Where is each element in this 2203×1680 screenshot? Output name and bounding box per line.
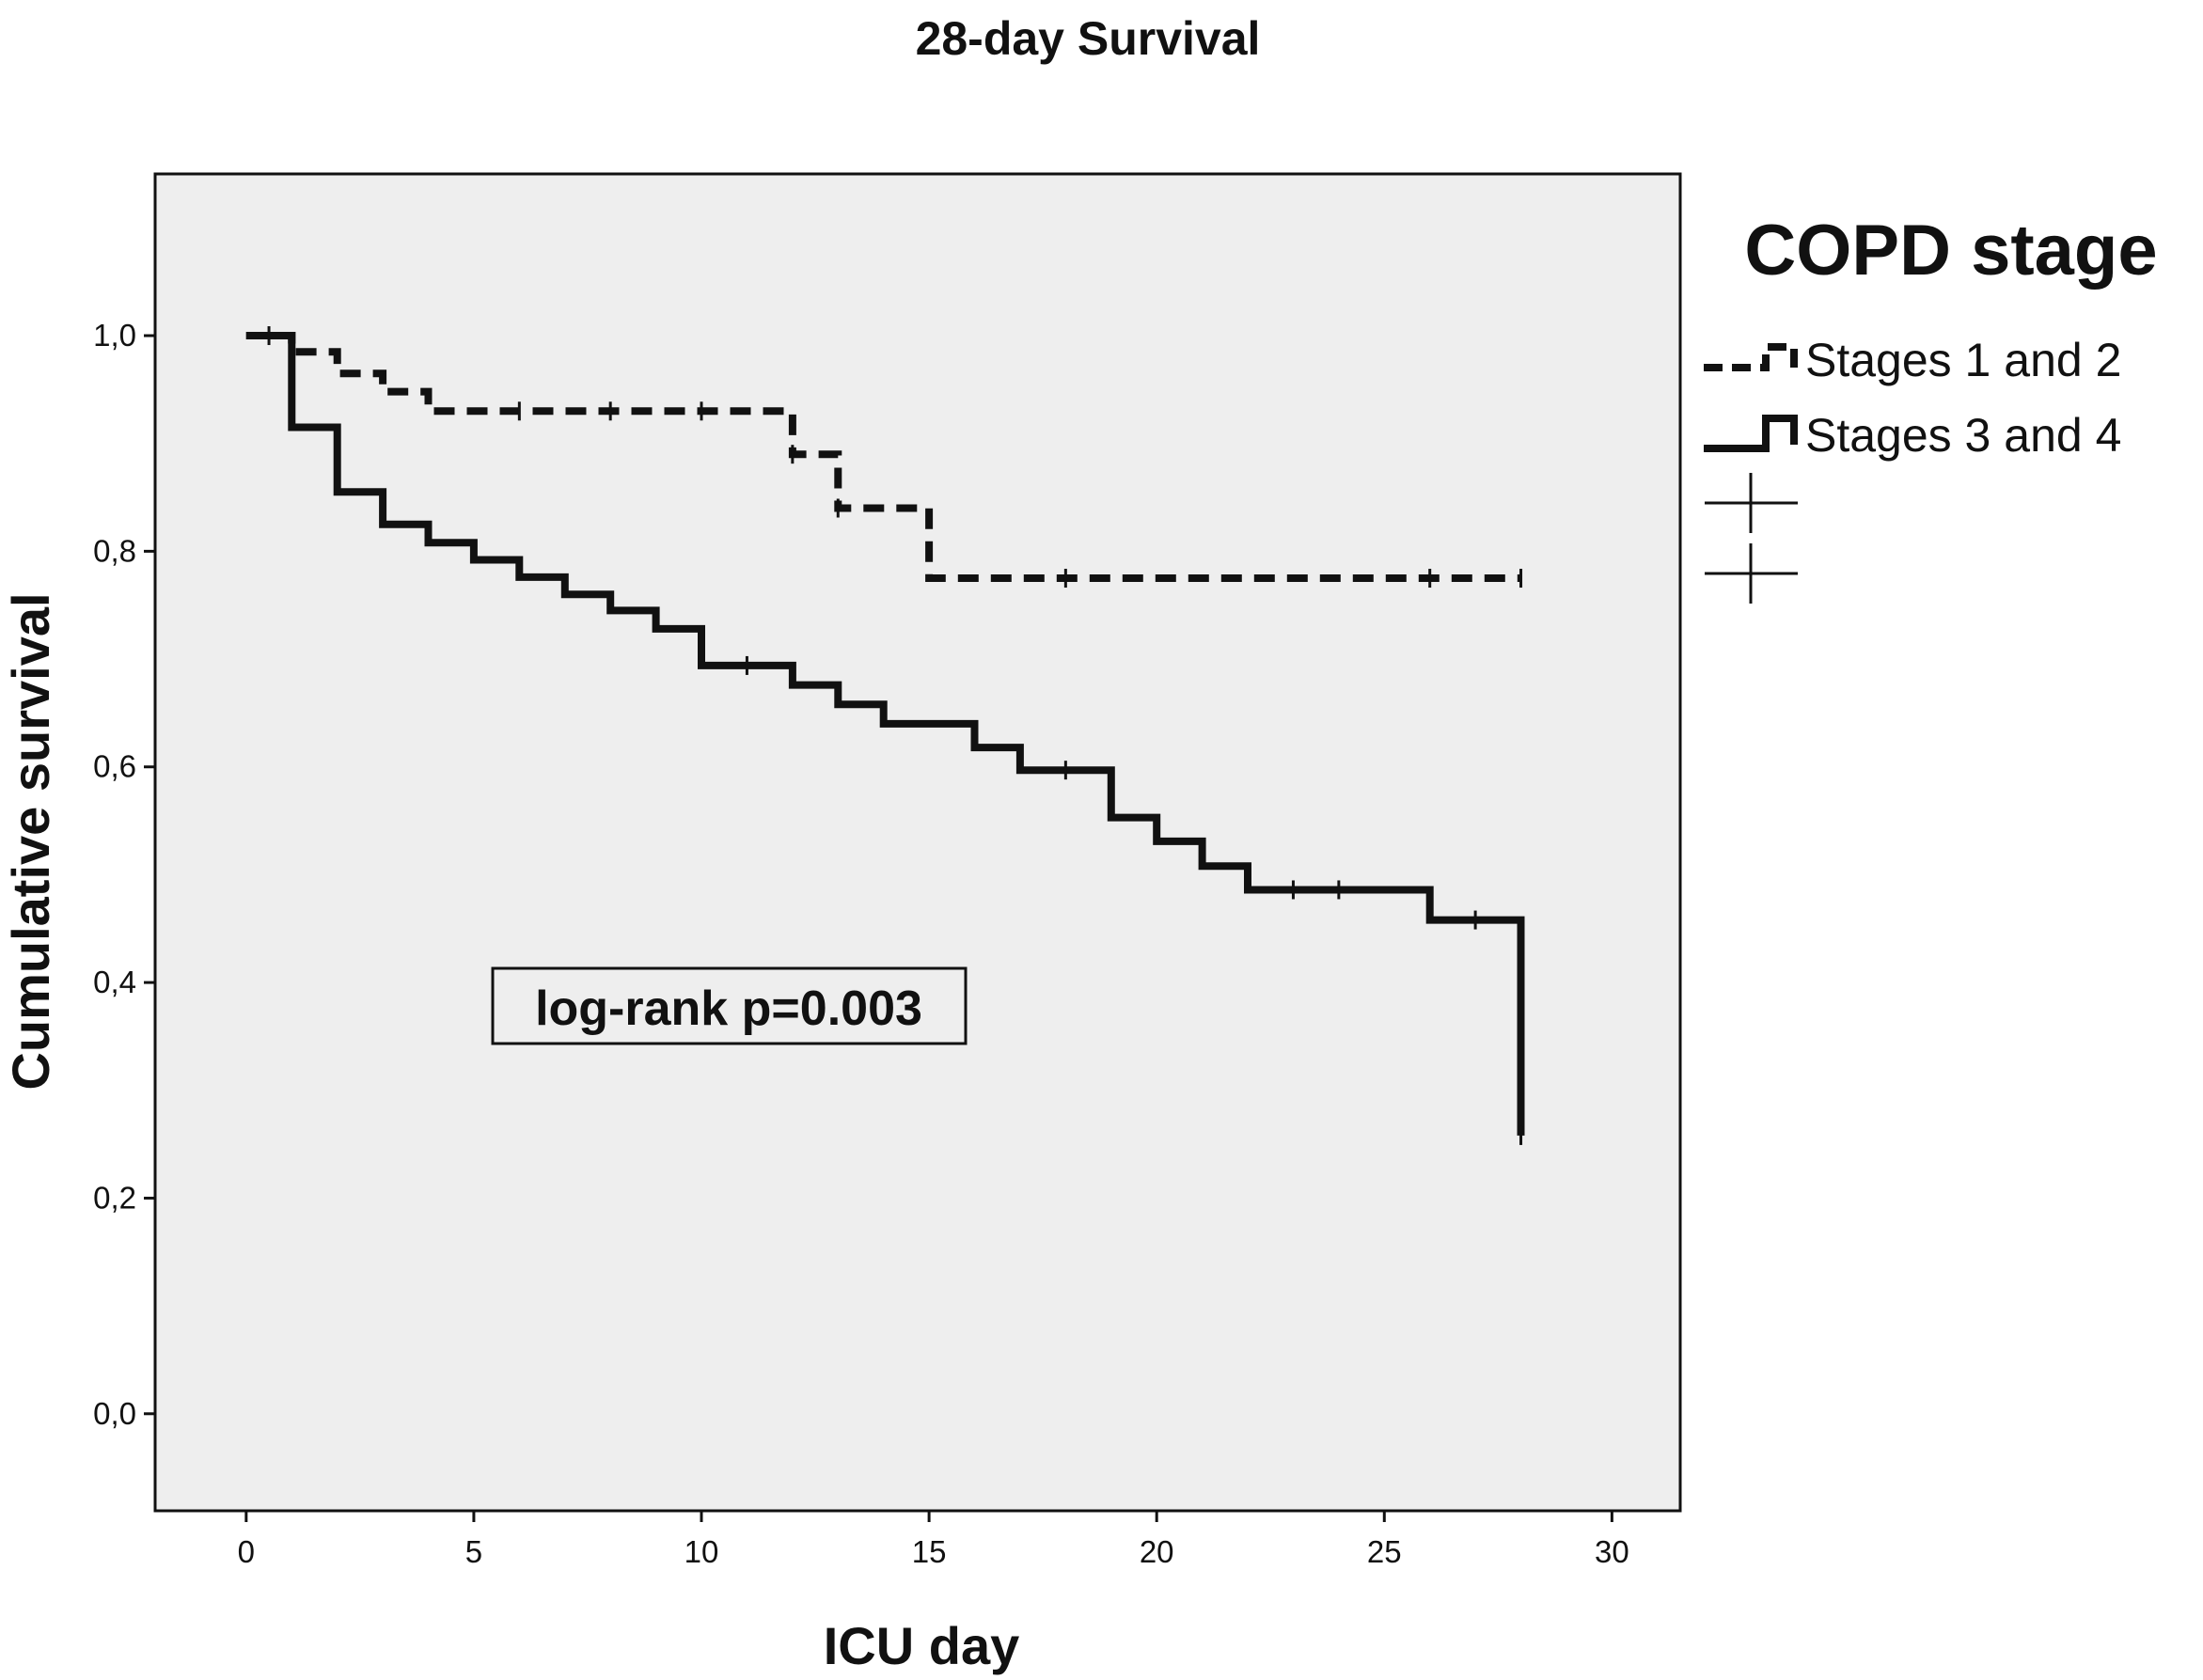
x-tick-label: 20	[1140, 1534, 1174, 1569]
annotation-box	[491, 966, 968, 1045]
x-tick-label: 0	[238, 1534, 255, 1569]
legend-label-2: Stages 3 and 4	[1805, 409, 2121, 462]
x-axis-title: ICU day	[824, 1616, 1020, 1675]
y-tick-label: 0,2	[93, 1180, 136, 1215]
x-tick-label: 5	[465, 1534, 482, 1569]
legend-label-1: Stages 1 and 2	[1805, 334, 2121, 386]
y-tick-label: 0,0	[93, 1396, 136, 1431]
legend: COPD stage Stages 1 and 2 Stages 3 and 4	[1704, 211, 2158, 604]
x-tick-label: 15	[912, 1534, 947, 1569]
series-line-2	[245, 332, 1525, 1136]
x-tick-label: 10	[685, 1534, 719, 1569]
annotation-text: log-rank p=0.003	[535, 981, 922, 1036]
y-axis-title: Cumulative survival	[1, 592, 60, 1090]
x-tick-label: 30	[1595, 1534, 1629, 1569]
series-line-1	[245, 332, 1521, 582]
legend-swatch-1	[1704, 343, 1798, 371]
legend-swatch-2	[1704, 415, 1798, 452]
y-tick-label: 0,4	[93, 965, 136, 999]
legend-title: COPD stage	[1744, 211, 2157, 290]
y-tick-label: 0,6	[93, 749, 136, 784]
chart-title: 28-day Survival	[916, 12, 1261, 65]
legend-items: Stages 1 and 2 Stages 3 and 4	[1704, 334, 2121, 604]
series-layer	[245, 326, 1525, 1145]
x-tick-label: 25	[1367, 1534, 1402, 1569]
y-tick-label: 1,0	[93, 318, 136, 353]
y-axis: 0,0 0,2 0,4 0,6 0,8 1,0	[93, 318, 155, 1431]
plot-area	[153, 172, 1682, 1513]
y-tick-label: 0,8	[93, 533, 136, 568]
x-axis: 0 5 10 15 20 25 30	[238, 1511, 1629, 1569]
